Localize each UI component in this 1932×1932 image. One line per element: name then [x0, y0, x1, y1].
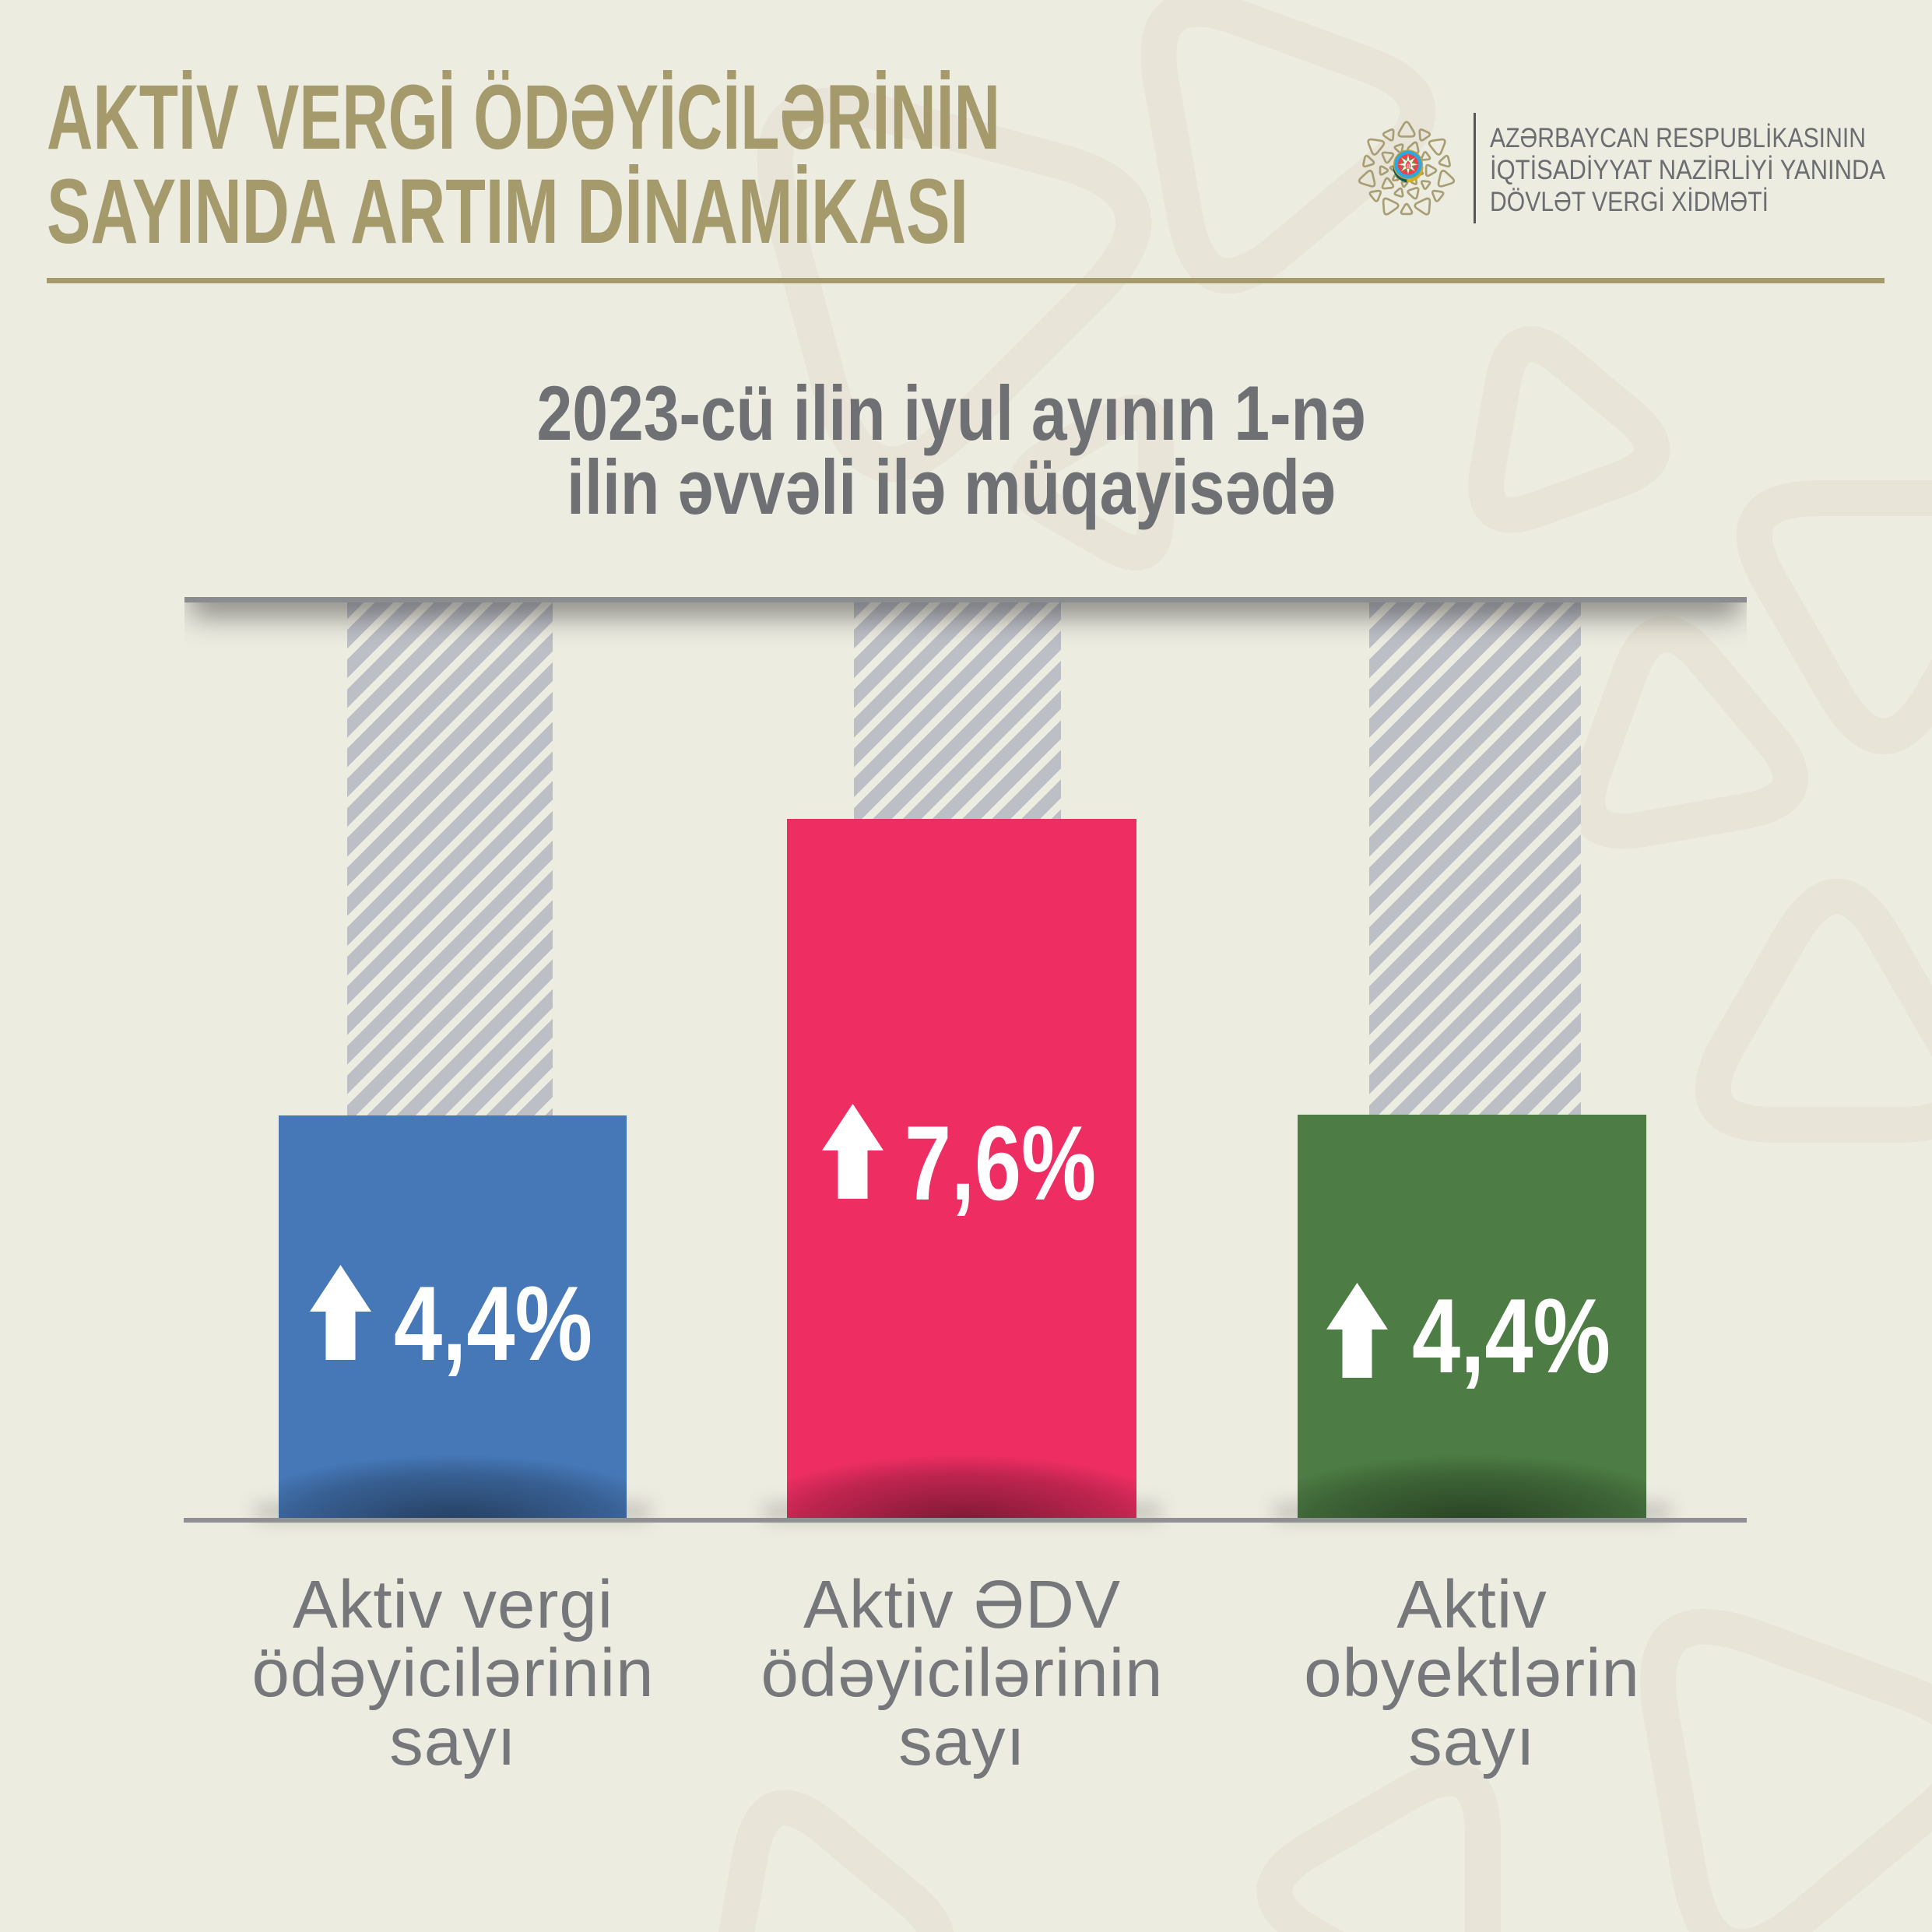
svg-text:SAYINDA ARTIM DİNAMİKASI: SAYINDA ARTIM DİNAMİKASI [47, 160, 968, 263]
svg-text:DÖVLƏT VERGİ XİDMƏTİ: DÖVLƏT VERGİ XİDMƏTİ [1490, 187, 1769, 217]
svg-text:4,4%: 4,4% [394, 1286, 592, 1382]
svg-text:7,6%: 7,6% [905, 1126, 1096, 1222]
svg-text:2023-cü ilin iyul ayının 1-nə: 2023-cü ilin iyul ayının 1-nə [537, 370, 1366, 456]
svg-text:4,4%: 4,4% [1412, 1298, 1611, 1395]
svg-text:İQTİSADİYYAT NAZİRLİYİ YANINDA: İQTİSADİYYAT NAZİRLİYİ YANINDA [1490, 155, 1886, 185]
svg-text:AZƏRBAYCAN RESPUBLİKASININ: AZƏRBAYCAN RESPUBLİKASININ [1490, 123, 1866, 153]
svg-text:AKTİV VERGİ ÖDƏYİCİLƏRİNİN: AKTİV VERGİ ÖDƏYİCİLƏRİNİN [47, 66, 1000, 169]
svg-text:ilin əvvəli ilə müqayisədə: ilin əvvəli ilə müqayisədə [567, 444, 1336, 530]
